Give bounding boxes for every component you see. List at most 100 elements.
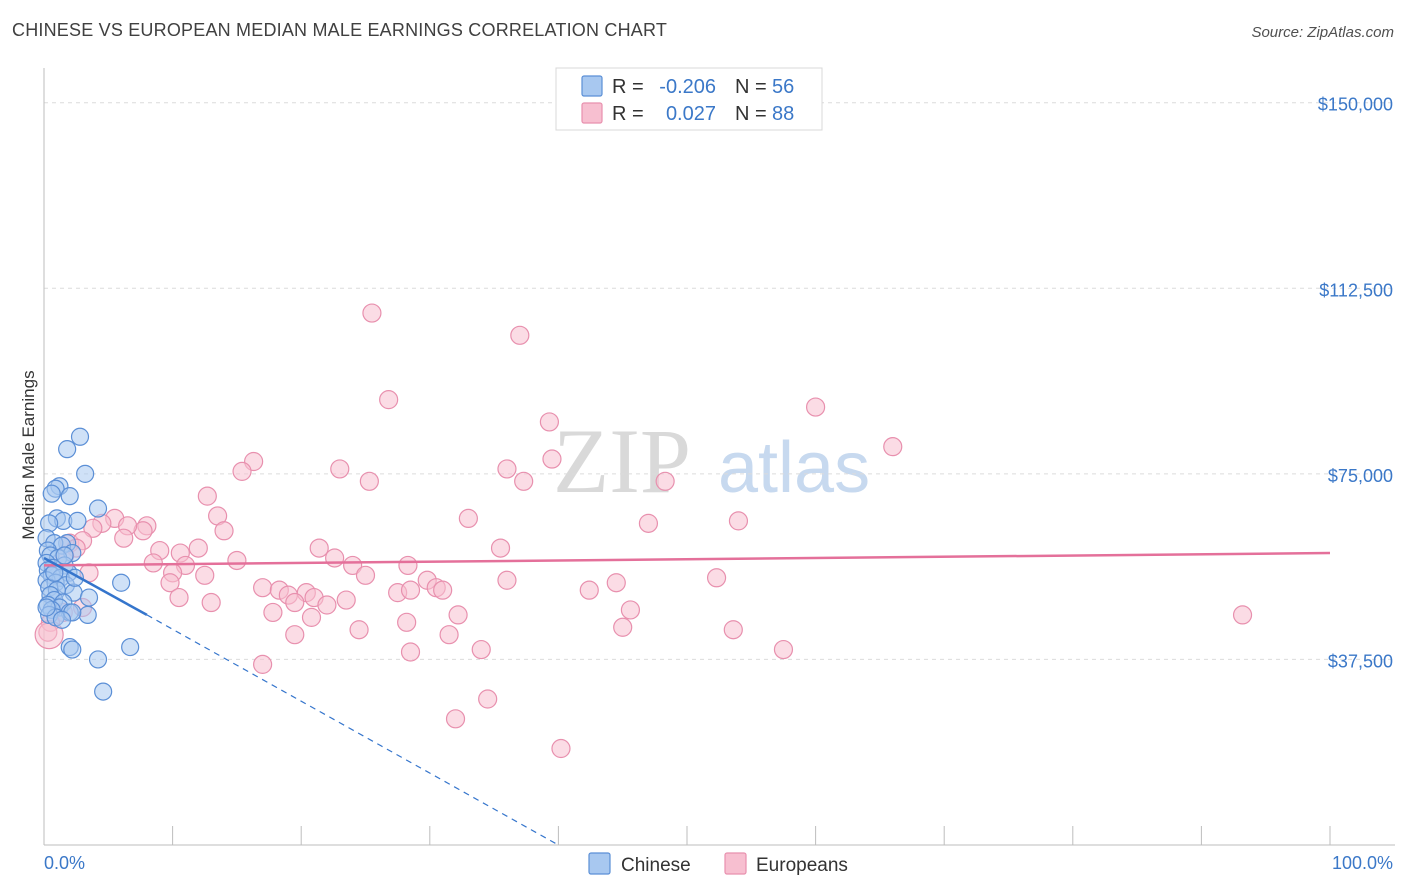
europeans-point xyxy=(514,471,534,491)
y-tick-labels: $37,500 $75,000 $112,500 $150,000 xyxy=(1318,95,1393,672)
europeans-point xyxy=(197,486,217,506)
legend-r-value-chinese: -0.206 xyxy=(659,76,716,98)
europeans-point xyxy=(362,303,382,323)
europeans-point xyxy=(400,642,421,662)
europeans-point xyxy=(471,639,491,660)
europeans-point xyxy=(114,528,134,548)
bottom-legend-label-chinese[interactable]: Chinese xyxy=(621,855,691,876)
chinese-point xyxy=(58,440,77,459)
europeans-point xyxy=(301,607,322,627)
europeans-point xyxy=(253,578,273,598)
chinese-point xyxy=(60,487,79,506)
europeans-point xyxy=(883,437,903,457)
europeans-point xyxy=(448,605,468,625)
x-tick-labels: 0.0% 100.0% xyxy=(44,853,1393,873)
europeans-point xyxy=(336,590,356,610)
europeans-point xyxy=(613,617,633,637)
chinese-point xyxy=(63,640,82,659)
europeans-point xyxy=(539,412,559,432)
series-legend: Chinese Europeans xyxy=(588,852,848,876)
chinese-point xyxy=(52,610,72,629)
europeans-point xyxy=(309,538,329,558)
europeans-point xyxy=(143,553,163,573)
legend-n-value-europeans: 88 xyxy=(772,103,794,125)
chinese-point xyxy=(37,598,56,617)
europeans-trend-line xyxy=(43,551,1331,567)
legend-n-value-chinese: 56 xyxy=(772,76,794,98)
europeans-point xyxy=(355,565,376,585)
europeans-point xyxy=(343,555,363,576)
correlation-legend: R = -0.206 N = 56 R = 0.027 N = 88 xyxy=(555,67,823,131)
chinese-point xyxy=(88,650,108,669)
europeans-points xyxy=(34,303,1253,759)
europeans-point xyxy=(201,592,221,613)
chinese-point xyxy=(79,588,99,607)
legend-r-label-chinese: R = xyxy=(612,76,644,98)
europeans-point xyxy=(330,459,350,479)
watermark-zip: ZIP xyxy=(553,410,691,512)
europeans-point xyxy=(551,738,571,759)
europeans-point xyxy=(638,513,659,533)
chinese-point xyxy=(76,464,95,483)
europeans-point xyxy=(458,508,478,529)
bottom-legend-label-europeans[interactable]: Europeans xyxy=(756,855,848,876)
legend-r-value-europeans: 0.027 xyxy=(666,103,716,125)
europeans-point xyxy=(773,639,794,660)
chinese-trend-line xyxy=(43,556,148,616)
europeans-point xyxy=(317,595,337,615)
europeans-point xyxy=(1232,605,1253,625)
bottom-legend-swatch-europeans[interactable] xyxy=(724,852,747,875)
europeans-point xyxy=(188,538,208,558)
europeans-point xyxy=(263,602,283,623)
europeans-point xyxy=(655,471,675,491)
europeans-point xyxy=(349,620,369,640)
europeans-point xyxy=(83,518,103,538)
europeans-point xyxy=(542,449,562,469)
europeans-point xyxy=(497,570,517,590)
europeans-point xyxy=(160,573,180,593)
europeans-point xyxy=(400,580,421,600)
europeans-point xyxy=(379,390,399,410)
europeans-point xyxy=(478,689,498,709)
chinese-point xyxy=(78,605,97,625)
source-label: Source: ZipAtlas.com xyxy=(1251,24,1394,41)
europeans-point xyxy=(285,625,305,645)
europeans-point xyxy=(397,612,417,632)
europeans-point xyxy=(445,709,466,729)
legend-n-label-chinese: N = xyxy=(735,76,767,98)
europeans-point xyxy=(169,587,189,608)
chinese-point xyxy=(112,573,131,592)
chinese-point xyxy=(70,427,90,446)
europeans-point xyxy=(490,538,511,558)
y-axis-label: Median Male Earnings xyxy=(19,370,38,539)
watermark: ZIP atlas xyxy=(553,410,870,512)
europeans-point xyxy=(214,521,234,541)
x-tick-label-max: 100.0% xyxy=(1332,853,1393,873)
legend-swatch-chinese xyxy=(581,75,603,97)
europeans-point xyxy=(325,548,345,568)
europeans-point xyxy=(227,550,247,571)
bottom-legend-swatch-chinese[interactable] xyxy=(588,852,611,875)
y-tick-label: $150,000 xyxy=(1318,95,1393,115)
y-tick-label: $75,000 xyxy=(1328,466,1393,486)
chinese-points xyxy=(37,427,140,701)
chinese-point xyxy=(88,499,108,518)
europeans-point xyxy=(706,568,727,588)
chinese-point xyxy=(42,484,61,503)
europeans-point xyxy=(398,555,418,576)
europeans-point xyxy=(805,397,826,417)
europeans-point xyxy=(579,580,599,600)
chinese-point xyxy=(94,682,113,701)
legend-r-label-europeans: R = xyxy=(612,103,644,125)
europeans-point xyxy=(606,573,626,593)
europeans-point xyxy=(497,459,517,479)
europeans-point xyxy=(232,461,252,481)
chinese-trend-extension xyxy=(146,614,559,846)
trend-lines xyxy=(43,551,1331,846)
chinese-point xyxy=(121,637,140,657)
europeans-point xyxy=(510,325,530,345)
europeans-point xyxy=(253,654,273,674)
chinese-point xyxy=(40,514,59,533)
europeans-point xyxy=(728,511,749,531)
